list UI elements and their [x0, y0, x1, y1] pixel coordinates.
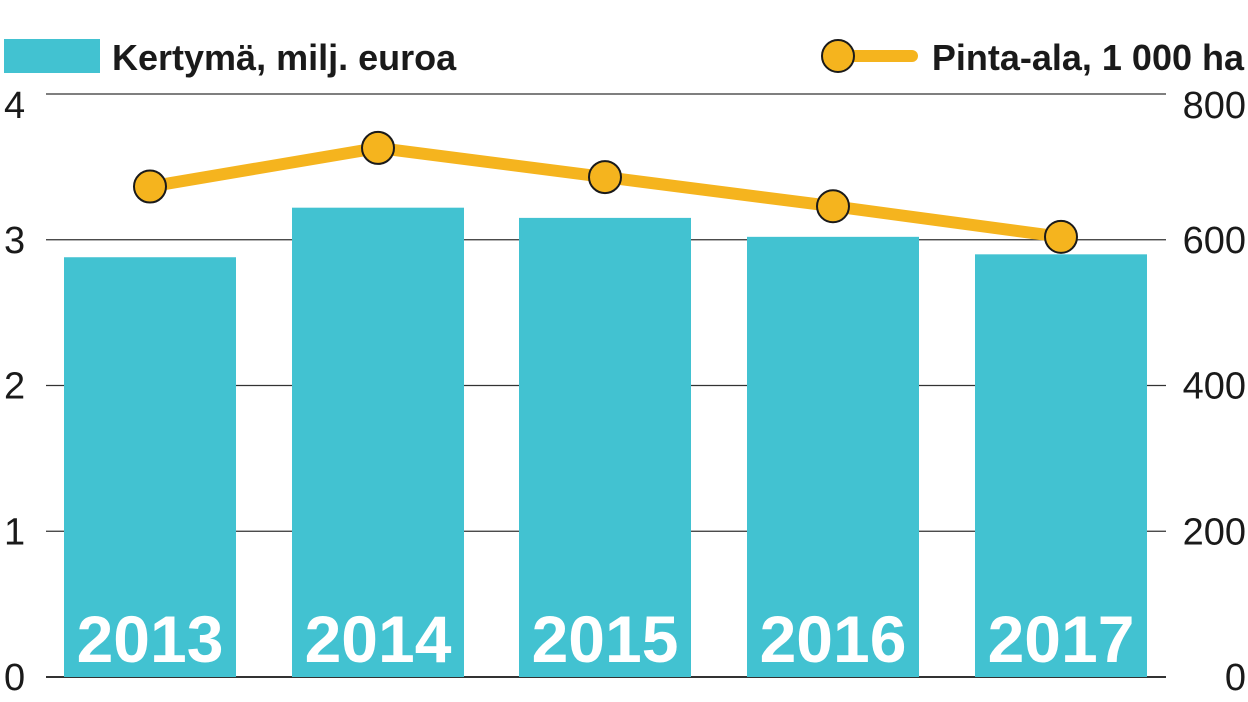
- legend-line-label: Pinta-ala, 1 000 ha: [932, 37, 1245, 78]
- legend: Kertymä, milj. euroa Pinta-ala, 1 000 ha: [4, 37, 1245, 78]
- bar-2016: [747, 236, 919, 677]
- right-tick-label: 200: [1183, 511, 1246, 553]
- bar-2017: [975, 254, 1147, 677]
- left-tick-label: 4: [4, 85, 25, 127]
- legend-bar-label: Kertymä, milj. euroa: [112, 37, 457, 78]
- label-layer: 0 0 1 200 2 400 3 600 4 800 2013 2014 2015 2016 2017: [4, 85, 1246, 699]
- right-tick-label: 400: [1183, 366, 1246, 408]
- legend-line-marker: [821, 39, 855, 73]
- left-tick-label: 3: [4, 220, 25, 262]
- line-marker-2013: [133, 169, 167, 204]
- category-label: 2015: [532, 602, 679, 676]
- category-label: 2017: [988, 602, 1135, 676]
- left-tick-label: 2: [4, 366, 25, 408]
- left-tick-label: 1: [4, 511, 25, 553]
- right-tick-label: 0: [1225, 657, 1246, 699]
- category-label: 2014: [305, 602, 452, 676]
- category-label: 2016: [760, 602, 907, 676]
- right-tick-label: 800: [1183, 85, 1246, 127]
- left-tick-label: 0: [4, 657, 25, 699]
- line-marker-2015: [588, 160, 622, 195]
- right-tick-label: 600: [1183, 220, 1246, 262]
- line-layer: [133, 130, 1078, 254]
- line-marker-2017: [1044, 219, 1078, 254]
- bar-2013: [64, 257, 236, 677]
- bar-2015: [519, 217, 691, 677]
- line-marker-2014: [361, 130, 395, 165]
- category-label: 2013: [77, 602, 224, 676]
- line-marker-2016: [816, 189, 850, 224]
- bar-layer: [64, 207, 1147, 677]
- legend-bar-swatch: [4, 39, 100, 73]
- bar-2014: [292, 207, 464, 677]
